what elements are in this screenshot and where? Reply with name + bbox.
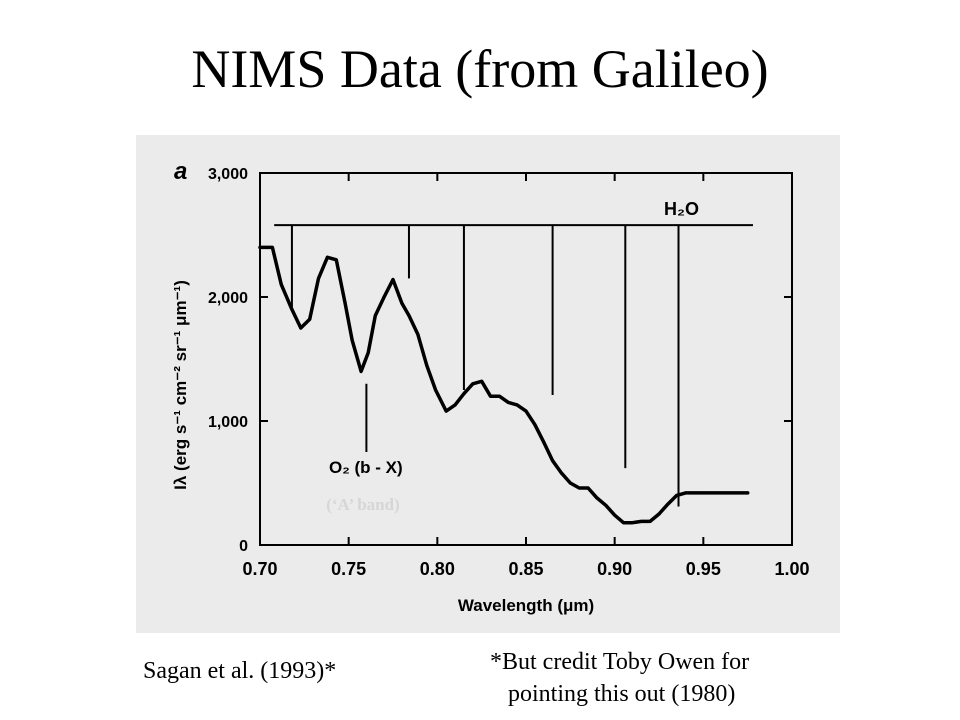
y-tick-label: 1,000 [208,414,248,431]
spectrum-point [657,512,661,516]
spectrum-point [746,491,750,495]
spectrum-point [639,519,643,523]
spectrum-point [710,491,714,495]
y-tick-label: 0 [239,538,248,555]
spectrum-point [334,258,338,262]
spectrum-point [471,382,475,386]
spectrum-point [533,423,537,427]
spectrum-point [737,491,741,495]
tick-marks: 0.70 0.75 0.80 0.85 0.90 0.95 1.00 0 1,000 2,000 3… [208,166,810,579]
credit-note-line-1: *But credit Toby Owen for [490,649,750,675]
x-axis-label: Wavelength (μm) [458,596,594,615]
spectrum-point [400,301,404,305]
spectrum-point [270,245,274,249]
spectrum-point [524,409,528,413]
spectrum-point [407,314,411,318]
spectrum-point [391,278,395,282]
spectrum-point [675,493,679,497]
spectrum-point [434,388,438,392]
figure-panel: 0.70 0.75 0.80 0.85 0.90 0.95 1.00 0 1,000 2,000 3… [136,135,840,633]
spectrum-point [299,326,303,330]
spectrum-point [719,491,723,495]
spectrum-point [506,400,510,404]
spectrum-point [595,496,599,500]
spectrum-point [622,521,626,525]
spectrum-point [373,314,377,318]
spectrum-line [258,245,750,525]
x-tick-label: 0.80 [420,559,455,579]
y-tick-label: 2,000 [208,290,248,307]
spectrum-point [692,491,696,495]
x-tick-label: 0.95 [686,559,721,579]
spectrum-point [551,459,555,463]
spectrum-point [462,392,466,396]
citation: Sagan et al. (1993)* [143,658,337,684]
spectrum-point [444,409,448,413]
spectrum-point [728,491,732,495]
spectrum-point [317,276,321,280]
spectrum-point [559,471,563,475]
spectrum-point [453,403,457,407]
x-tick-label: 0.85 [508,559,543,579]
x-tick-label: 0.70 [242,559,277,579]
spectrum-point [666,502,670,506]
y-tick-label: 3,000 [208,166,248,183]
spectrum-point [542,440,546,444]
spectrum-point [350,338,354,342]
spectrum-point [515,403,519,407]
spectrum-point [577,486,581,490]
y-axis-label: Iλ (erg s⁻¹ cm⁻² sr⁻¹ μm⁻¹) [171,280,190,490]
spectrum-point [480,379,484,383]
a-band-note: (‘A’ band) [326,495,400,514]
panel-label: a [174,158,187,185]
spectrum-point [279,283,283,287]
credit-note: *But credit Toby Owen for pointing this … [490,646,749,710]
spectrum-point [343,301,347,305]
spectrum-point [308,317,312,321]
axes [259,172,793,546]
spectrum-point [382,295,386,299]
spectrum-point [568,481,572,485]
spectrum-point [648,519,652,523]
spectrum-point [586,486,590,490]
spectrum-point [701,491,705,495]
x-tick-label: 0.75 [331,559,366,579]
spectrum-point [497,394,501,398]
spectrum-point [425,363,429,367]
spectrum-point [325,255,329,259]
chart-marks [258,224,753,525]
o2-band-label: O₂ (b - X) [329,458,403,477]
spectrum-point [489,394,493,398]
x-tick-label: 0.90 [597,559,632,579]
spectrum-point [604,503,608,507]
credit-note-line-2: pointing this out (1980) [508,681,736,707]
spectrum-point [366,351,370,355]
spectrum-chart: 0.70 0.75 0.80 0.85 0.90 0.95 1.00 0 1,000 2,000 3… [171,158,810,615]
spectrum-point [290,307,294,311]
spectrum-point [630,521,634,525]
x-tick-label: 1.00 [774,559,809,579]
spectrum-point [613,513,617,517]
spectrum-point [258,245,262,249]
h2o-label: H₂O [664,199,699,219]
spectrum-point [359,369,363,373]
spectrum-point [684,491,688,495]
slide-title: NIMS Data (from Galileo) [191,39,769,99]
spectrum-point [416,332,420,336]
plot-frame [259,172,793,546]
